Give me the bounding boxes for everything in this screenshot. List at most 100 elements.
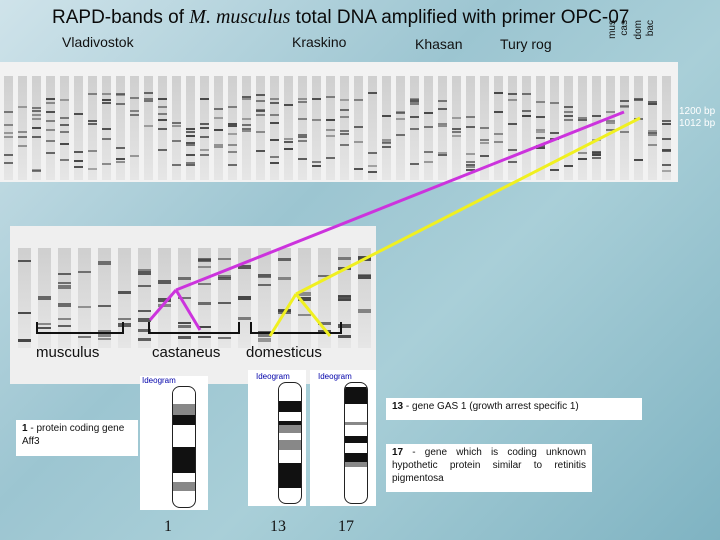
gel-lane xyxy=(298,76,307,180)
gel-band xyxy=(214,146,223,148)
gel-band xyxy=(620,100,629,102)
group-kraskino: Kraskino xyxy=(292,34,347,50)
gel-band xyxy=(32,170,41,172)
gel-band xyxy=(452,117,461,119)
gel-band xyxy=(592,152,601,154)
gel-band xyxy=(118,291,131,294)
chromosome-band xyxy=(279,447,301,450)
gel-band xyxy=(46,152,55,154)
gel-band xyxy=(18,106,27,108)
gel-band xyxy=(200,123,209,125)
gel-band xyxy=(32,114,41,116)
gel-band xyxy=(550,102,559,104)
gel-band xyxy=(466,166,475,168)
connector-magenta xyxy=(148,289,178,321)
gel-band xyxy=(536,137,545,139)
gel-band xyxy=(256,94,265,96)
gel-band xyxy=(270,98,279,100)
gel-band xyxy=(578,117,587,119)
gel-band xyxy=(438,100,447,102)
gel-band xyxy=(38,296,51,300)
label-domesticus: domesticus xyxy=(246,344,322,361)
connector-yellow xyxy=(295,116,641,296)
gel-band xyxy=(78,271,91,273)
gel-band xyxy=(634,159,643,161)
gel-band xyxy=(138,318,151,322)
gel-lane xyxy=(326,76,335,180)
chromosome-band xyxy=(279,387,301,392)
gel-band xyxy=(158,98,167,100)
group-vladivostok: Vladivostok xyxy=(62,34,134,50)
group-tury-rog: Tury rog xyxy=(500,36,552,52)
chromosome-band xyxy=(345,414,367,422)
gel-band xyxy=(256,114,265,116)
gel-band xyxy=(298,140,307,142)
gel-band xyxy=(354,126,363,128)
chromosome-band xyxy=(173,425,195,433)
gel-band xyxy=(98,338,111,340)
gel-band xyxy=(620,131,629,133)
gel-band xyxy=(130,114,139,116)
gel-band xyxy=(200,127,209,129)
gel-band xyxy=(410,128,419,130)
gel-band xyxy=(522,93,531,95)
gel-lane xyxy=(494,76,503,180)
gel-band xyxy=(536,116,545,118)
rapd-gel-image xyxy=(0,62,678,182)
chromosome-label-13: 13 xyxy=(270,518,286,535)
gel-band xyxy=(258,274,271,278)
gel-band xyxy=(452,128,461,130)
gel-band xyxy=(410,98,419,100)
chromosome-band xyxy=(279,480,301,488)
gel-lane xyxy=(78,248,91,348)
chromosome-band xyxy=(173,394,195,398)
gel-band xyxy=(278,258,291,261)
gel-band xyxy=(550,132,559,134)
gel-band xyxy=(200,136,209,138)
chromosome-band xyxy=(279,412,301,421)
gel-band xyxy=(58,285,71,289)
gel-band xyxy=(178,336,191,339)
gel-band xyxy=(218,302,231,304)
gel-band xyxy=(32,118,41,120)
gel-band xyxy=(340,116,349,118)
gel-band xyxy=(18,136,27,138)
gel-band xyxy=(58,273,71,275)
gel-band xyxy=(338,324,351,328)
gel-band xyxy=(144,100,153,102)
gel-band xyxy=(116,161,125,163)
gel-band xyxy=(258,333,271,337)
gel-band xyxy=(198,326,211,328)
gel-band xyxy=(284,138,293,140)
gel-band xyxy=(396,118,405,120)
chromosome-band xyxy=(173,398,195,404)
chromosome-band xyxy=(173,491,195,501)
gel-band xyxy=(606,111,615,113)
gel-band xyxy=(186,131,195,133)
gel-band xyxy=(18,131,27,133)
chromosome-band xyxy=(345,436,367,443)
gel-band xyxy=(270,122,279,124)
gel-band xyxy=(214,117,223,119)
chromosome-band xyxy=(173,482,195,491)
gel-band xyxy=(438,154,447,156)
gel-band xyxy=(200,149,209,151)
gel-band xyxy=(298,136,307,138)
gel-band xyxy=(242,118,251,120)
gel-band xyxy=(4,132,13,134)
chromosome-band xyxy=(279,433,301,440)
gel-band xyxy=(138,269,151,271)
gel-band xyxy=(158,98,167,100)
gel-band xyxy=(98,330,111,333)
gel-band xyxy=(88,168,97,170)
gel-band xyxy=(410,103,419,105)
gel-band xyxy=(98,305,111,307)
gel-band xyxy=(662,120,671,122)
gel-band xyxy=(18,339,31,342)
gel-band xyxy=(382,115,391,117)
gel-band xyxy=(228,106,237,108)
gel-band xyxy=(158,128,167,130)
gel-band xyxy=(354,99,363,101)
gel-band xyxy=(354,168,363,170)
gel-lane xyxy=(98,248,111,348)
